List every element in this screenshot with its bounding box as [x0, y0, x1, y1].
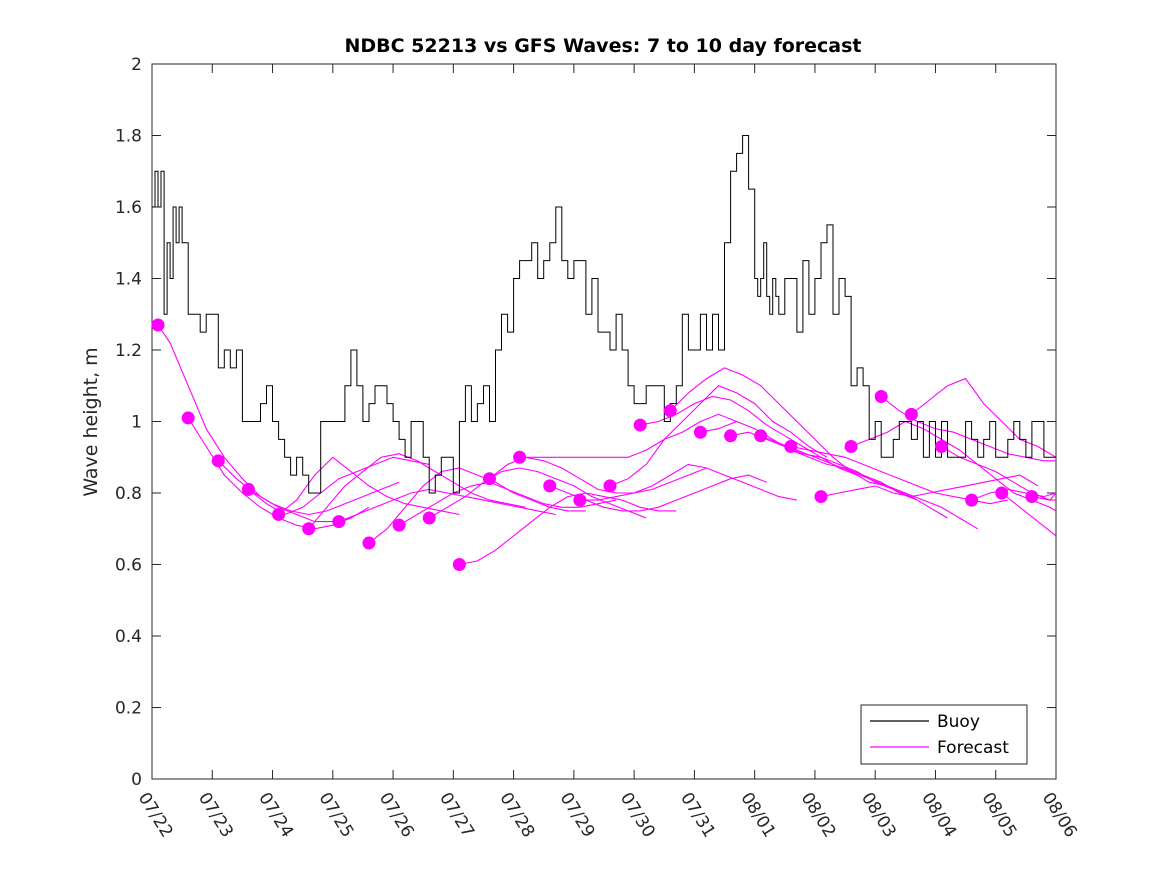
- forecast-marker: [965, 493, 979, 507]
- legend-forecast-label: Forecast: [937, 738, 1009, 758]
- forecast-marker: [392, 518, 406, 532]
- forecast-marker: [1025, 490, 1039, 504]
- forecast-marker: [181, 411, 195, 425]
- y-tick-label: 0: [131, 770, 142, 790]
- forecast-run-line: [308, 453, 526, 530]
- forecast-run-line: [519, 413, 737, 458]
- forecast-marker: [241, 482, 255, 496]
- buoy-series-line: [152, 135, 1056, 494]
- forecast-run-line: [579, 463, 798, 501]
- forecast-marker: [934, 440, 948, 454]
- forecast-run-line: [398, 481, 617, 526]
- forecast-run-line: [1001, 492, 1057, 537]
- y-tick-label: 1.6: [115, 198, 142, 218]
- forecast-marker: [693, 425, 707, 439]
- forecast-marker: [904, 407, 918, 421]
- forecast-marker: [302, 522, 316, 536]
- forecast-run-line: [428, 467, 647, 519]
- forecast-marker: [362, 536, 376, 550]
- chart-title: NDBC 52213 vs GFS Waves: 7 to 10 day for…: [344, 35, 861, 57]
- forecast-marker: [603, 479, 617, 493]
- forecast-marker: [211, 454, 225, 468]
- forecast-marker: [633, 418, 647, 432]
- y-tick-label: 0.8: [115, 484, 142, 504]
- y-tick-label: 1.4: [115, 270, 142, 290]
- y-tick-label: 0.4: [115, 627, 142, 647]
- y-tick-label: 1: [131, 413, 142, 433]
- y-tick-label: 0.2: [115, 699, 142, 719]
- forecast-marker: [332, 515, 346, 529]
- forecast-marker: [513, 450, 527, 464]
- forecast-marker: [995, 486, 1009, 500]
- forecast-marker: [452, 558, 466, 571]
- forecast-marker: [482, 472, 496, 486]
- forecast-marker: [754, 429, 768, 443]
- forecast-marker: [422, 511, 436, 525]
- forecast-marker: [272, 507, 286, 521]
- forecast-marker: [573, 493, 587, 507]
- forecast-run-line: [609, 385, 828, 487]
- forecast-run-line: [971, 488, 1057, 501]
- y-tick-label: 2: [131, 55, 142, 75]
- legend: Buoy Forecast: [860, 704, 1028, 765]
- forecast-marker: [543, 479, 557, 493]
- forecast-run-line: [760, 435, 978, 530]
- forecast-run-line: [338, 488, 556, 523]
- forecast-marker: [844, 440, 858, 454]
- forecast-run-line: [941, 446, 1056, 501]
- forecast-marker: [874, 389, 888, 403]
- forecast-marker: [151, 318, 165, 332]
- y-tick-label: 1.8: [115, 127, 142, 147]
- forecast-run-line: [700, 420, 918, 501]
- forecast-marker: [784, 440, 798, 454]
- legend-box: [860, 704, 1028, 765]
- y-tick-label: 1.2: [115, 341, 142, 361]
- legend-buoy-label: Buoy: [937, 712, 980, 732]
- forecast-marker: [663, 404, 677, 418]
- forecast-run-line: [820, 474, 1039, 498]
- y-tick-label: 0.6: [115, 556, 142, 576]
- forecast-marker: [724, 429, 738, 443]
- forecast-run-line: [459, 492, 677, 566]
- y-axis-label: Wave height, m: [80, 347, 102, 496]
- forecast-marker: [814, 490, 828, 504]
